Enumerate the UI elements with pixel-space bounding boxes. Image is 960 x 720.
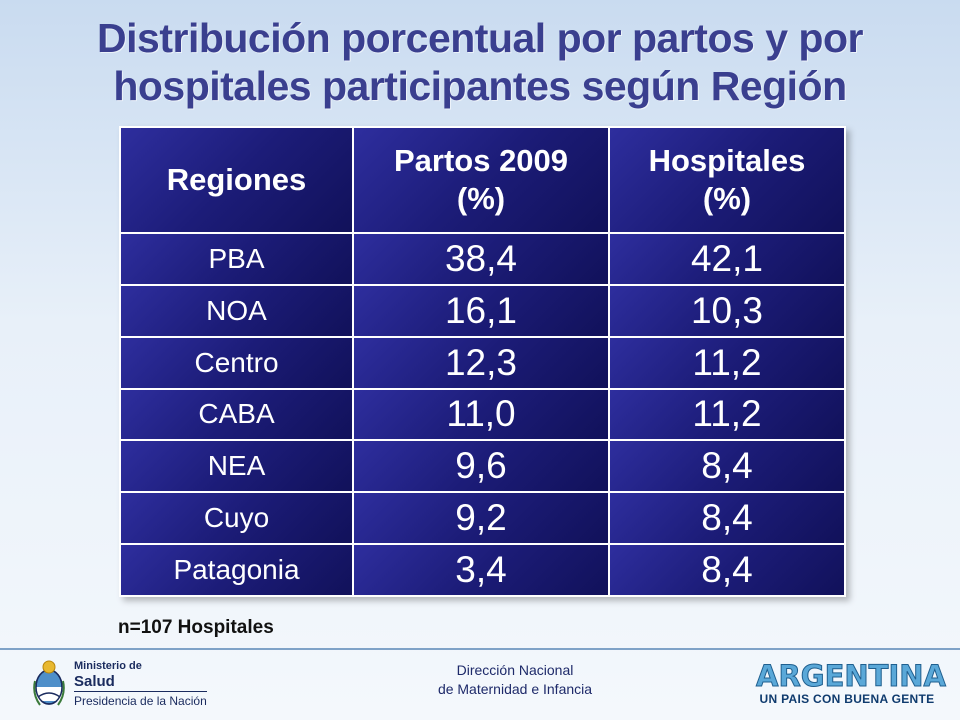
- table-row: Patagonia 3,4 8,4: [119, 543, 846, 597]
- ministry-logo: Ministerio de Salud Presidencia de la Na…: [32, 657, 232, 713]
- table-row: PBA 38,4 42,1: [119, 232, 846, 286]
- table-row: CABA 11,0 11,2: [119, 387, 846, 442]
- ministry-text: Ministerio de Salud Presidencia de la Na…: [74, 659, 207, 709]
- hospitales-cell: 8,4: [608, 543, 846, 597]
- hospitales-cell: 11,2: [608, 387, 846, 442]
- region-cell: NOA: [119, 283, 354, 338]
- brand-tagline: UN PAIS CON BUENA GENTE: [759, 692, 935, 706]
- national-emblem-icon: [33, 660, 65, 706]
- partos-cell: 38,4: [352, 232, 610, 286]
- region-cell: Patagonia: [119, 543, 354, 597]
- hospitales-cell: 10,3: [608, 283, 846, 338]
- hospitales-cell: 42,1: [608, 232, 846, 286]
- region-cell: Centro: [119, 335, 354, 390]
- title-line-1: Distribución porcentual por partos y por: [97, 15, 863, 61]
- table-header-row: Regiones Partos 2009 (%) Hospitales (%): [119, 126, 846, 234]
- header-hospitales: Hospitales (%): [608, 126, 846, 234]
- data-table-container: Regiones Partos 2009 (%) Hospitales (%) …: [119, 126, 846, 597]
- partos-cell: 9,6: [352, 439, 610, 494]
- title-line-2: hospitales participantes según Región: [113, 63, 847, 109]
- sample-size-note: n=107 Hospitales: [118, 617, 274, 638]
- region-cell: PBA: [119, 232, 354, 286]
- argentina-brand-logo: ARGENTINA UN PAIS CON BUENA GENTE: [756, 659, 947, 707]
- hospitales-cell: 11,2: [608, 335, 846, 390]
- header-partos: Partos 2009 (%): [352, 126, 610, 234]
- partos-cell: 11,0: [352, 387, 610, 442]
- footer-divider: [0, 648, 960, 650]
- table-row: NEA 9,6 8,4: [119, 439, 846, 494]
- region-cell: Cuyo: [119, 491, 354, 546]
- region-cell: CABA: [119, 387, 354, 442]
- ministry-line-2: Salud: [74, 673, 115, 690]
- table-row: NOA 16,1 10,3: [119, 283, 846, 338]
- partos-cell: 3,4: [352, 543, 610, 597]
- region-cell: NEA: [119, 439, 354, 494]
- ministry-line-3: Presidencia de la Nación: [74, 691, 207, 709]
- partos-cell: 16,1: [352, 283, 610, 338]
- table-row: Centro 12,3 11,2: [119, 335, 846, 390]
- partos-cell: 9,2: [352, 491, 610, 546]
- region-table: Regiones Partos 2009 (%) Hospitales (%) …: [119, 126, 846, 597]
- direction-line-2: de Maternidad e Infancia: [437, 681, 593, 697]
- brand-main-text: ARGENTINA: [756, 659, 947, 693]
- direction-line-1: Dirección Nacional: [456, 662, 574, 678]
- header-regiones: Regiones: [119, 126, 354, 234]
- hospitales-cell: 8,4: [608, 439, 846, 494]
- hospitales-cell: 8,4: [608, 491, 846, 546]
- slide-title: Distribución porcentual por partos y por…: [0, 14, 960, 110]
- ministry-line-1: Ministerio de: [74, 660, 142, 672]
- direction-name: Dirección Nacional de Maternidad e Infan…: [380, 661, 650, 699]
- partos-cell: 12,3: [352, 335, 610, 390]
- table-row: Cuyo 9,2 8,4: [119, 491, 846, 546]
